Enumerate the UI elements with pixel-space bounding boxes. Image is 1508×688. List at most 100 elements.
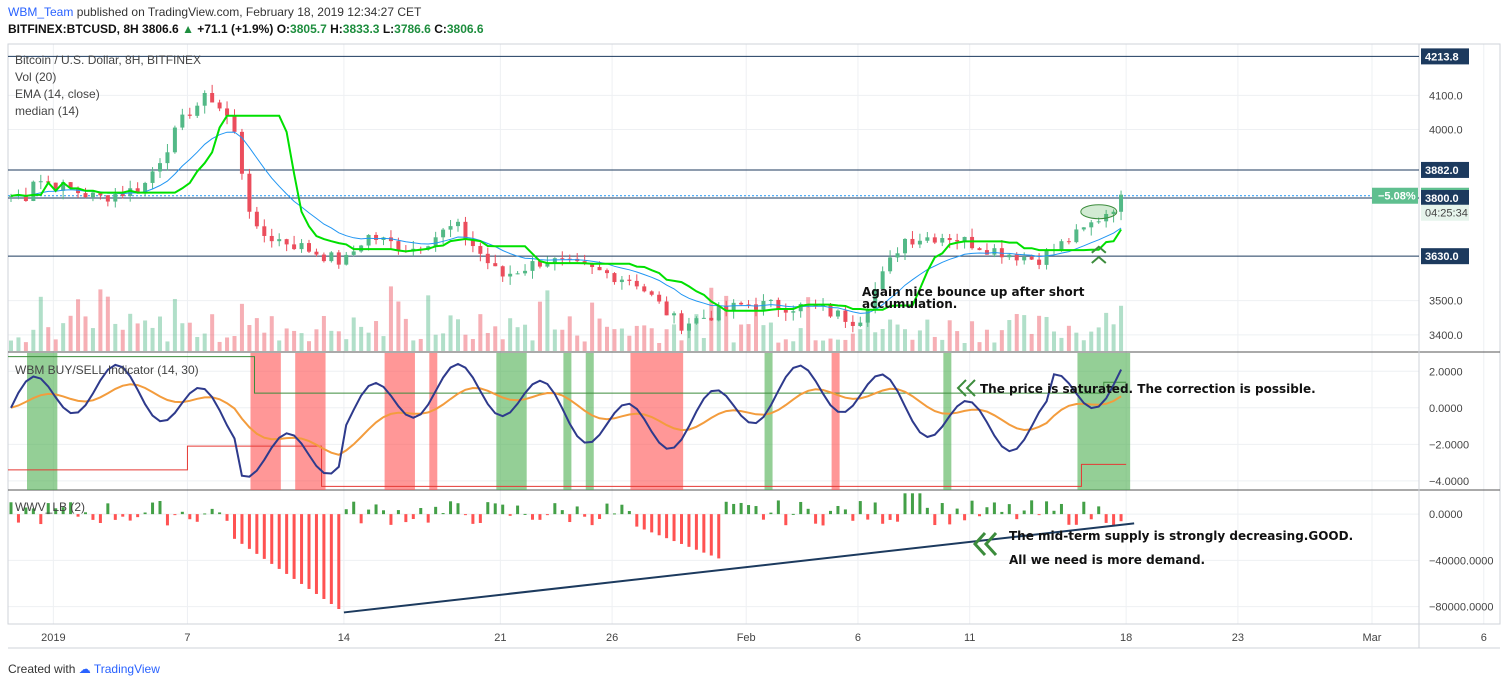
- candle-body: [463, 221, 468, 240]
- candle-body: [374, 234, 379, 240]
- tradingview-link[interactable]: TradingView: [93, 662, 160, 676]
- ema-line: [10, 131, 1122, 314]
- candle-body: [210, 92, 215, 103]
- wwv-bar: [523, 513, 527, 515]
- wwv-pane[interactable]: [9, 493, 1135, 614]
- volume-bar: [1059, 337, 1064, 351]
- wwv-annotation: All we need is more demand.: [1009, 553, 1205, 567]
- candle-body: [225, 108, 230, 116]
- volume-bar: [433, 334, 438, 351]
- volume-bar: [403, 318, 408, 351]
- median-line: [10, 114, 1122, 312]
- candle-body: [448, 226, 453, 230]
- price-tag: [1421, 190, 1469, 206]
- price-tick-label: 4000.0: [1429, 125, 1463, 137]
- candle-body: [485, 253, 490, 264]
- buy-zone-band: [1077, 353, 1131, 490]
- volume-bar: [679, 340, 684, 351]
- last-price: 3806.6: [142, 22, 179, 36]
- wwv-bar: [300, 514, 304, 584]
- candle-body: [23, 194, 28, 202]
- volume-bar: [210, 314, 215, 351]
- volume-bar: [456, 319, 460, 351]
- wwv-tick-label: −80000.0000: [1429, 602, 1494, 614]
- candle-body: [247, 173, 252, 212]
- candle-body: [724, 305, 729, 311]
- wwv-bar: [799, 501, 803, 515]
- indicator-tick-label: −4.0000: [1429, 476, 1469, 488]
- wwv-tick-label: 0.0000: [1429, 509, 1463, 521]
- wwv-bar: [680, 514, 683, 544]
- candle-body: [9, 195, 13, 197]
- wwv-bar: [806, 508, 810, 515]
- candle-body: [746, 304, 751, 306]
- candle-body: [254, 211, 259, 227]
- candle-body: [120, 194, 125, 196]
- volume-bar: [791, 341, 796, 351]
- wwv-bar: [471, 514, 475, 524]
- indicator-tick-label: −2.0000: [1429, 439, 1469, 451]
- candle-body: [158, 163, 162, 172]
- author-link[interactable]: WBM_Team: [8, 5, 74, 19]
- wwv-bar: [1089, 514, 1093, 520]
- wwv-bar: [851, 514, 855, 521]
- sell-zone-band: [384, 353, 415, 490]
- candle-body: [560, 258, 565, 260]
- wwv-bar: [1074, 514, 1078, 525]
- volume-bar: [1111, 324, 1116, 351]
- candle-body: [932, 237, 937, 243]
- candle-body: [150, 171, 155, 183]
- indicator-pane[interactable]: [8, 353, 1131, 490]
- wwv-bar: [769, 512, 773, 515]
- volume-bar: [634, 325, 639, 351]
- wwv-bar: [54, 508, 58, 515]
- volume-bar: [612, 329, 617, 351]
- wwv-bar: [1015, 514, 1019, 520]
- candle-body: [694, 318, 699, 324]
- volume-bar: [537, 301, 542, 351]
- wwv-bar: [210, 508, 214, 515]
- wwv-bar: [598, 514, 602, 519]
- volume-bar: [388, 286, 393, 351]
- volume-bar: [493, 326, 498, 351]
- volume-bar: [806, 297, 811, 351]
- x-tick-label: 7: [184, 632, 190, 644]
- wwv-bar: [158, 501, 162, 515]
- countdown-box: [1421, 204, 1469, 221]
- volume-bar: [984, 329, 989, 351]
- candle-body: [850, 321, 855, 326]
- volume-bar: [515, 327, 520, 351]
- candle-body: [1029, 257, 1034, 260]
- volume-bar: [232, 336, 237, 351]
- candle-body: [135, 188, 140, 194]
- percent-badge-label: −5.08%: [1378, 191, 1416, 203]
- wwv-bar: [784, 514, 788, 526]
- wwv-bar: [203, 513, 207, 515]
- volume-bar: [686, 330, 691, 351]
- volume-bar: [418, 338, 423, 351]
- wwv-bar: [940, 503, 944, 515]
- countdown-label: 04:25:34: [1425, 208, 1468, 220]
- candle-body: [612, 273, 617, 283]
- volume-bar: [1089, 331, 1094, 351]
- wwv-bar: [255, 514, 259, 554]
- volume-bar: [321, 315, 326, 351]
- wwv-bar: [821, 514, 825, 526]
- x-tick-label: 6: [855, 632, 861, 644]
- volume-bar: [463, 334, 468, 351]
- price-pane[interactable]: [8, 55, 1419, 351]
- volume-bar: [225, 337, 230, 351]
- wwv-bar: [672, 514, 676, 542]
- wwv-bar: [374, 504, 378, 515]
- volume-bar: [1044, 316, 1049, 351]
- volume-bar: [254, 318, 259, 351]
- candle-body: [709, 317, 714, 321]
- volume-bar: [1096, 327, 1101, 351]
- volume-bar: [917, 330, 922, 351]
- candle-body: [672, 313, 677, 316]
- wwv-bar: [620, 504, 624, 515]
- volume-bar: [359, 326, 364, 351]
- candle-body: [917, 240, 922, 245]
- wwv-bar: [69, 502, 73, 515]
